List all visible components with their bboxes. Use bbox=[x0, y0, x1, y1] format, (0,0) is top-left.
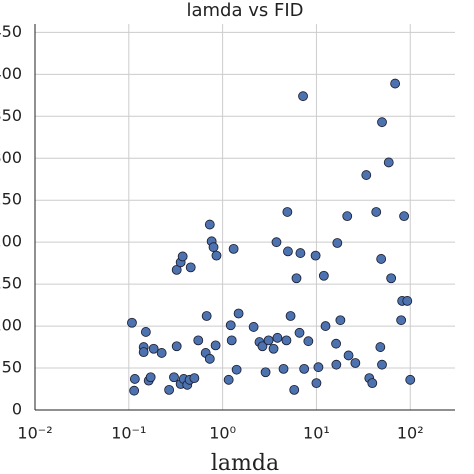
scatter-point bbox=[225, 320, 236, 331]
scatter-point bbox=[278, 363, 289, 374]
y-tick-label: 450 bbox=[0, 22, 22, 41]
scatter-point bbox=[140, 327, 151, 337]
scatter-point bbox=[318, 270, 329, 281]
scatter-point bbox=[129, 374, 140, 384]
scatter-point bbox=[282, 207, 293, 217]
scatter-point bbox=[367, 378, 378, 389]
x-tick-label: 10⁻¹ bbox=[111, 424, 146, 443]
scatter-point bbox=[208, 242, 219, 253]
scatter-point bbox=[402, 296, 413, 306]
scatter-point bbox=[371, 207, 382, 217]
scatter-point bbox=[201, 311, 212, 321]
x-axis-label: lamda bbox=[211, 451, 279, 474]
y-tick-label: 350 bbox=[0, 106, 22, 125]
scatter-point bbox=[204, 353, 215, 364]
scatter-point bbox=[231, 364, 242, 375]
scatter-point bbox=[377, 117, 387, 128]
y-tick-label: 200 bbox=[0, 232, 22, 251]
scatter-point bbox=[223, 374, 234, 385]
scatter-point bbox=[260, 367, 271, 378]
scatter-point bbox=[189, 373, 200, 384]
scatter-point bbox=[303, 336, 314, 347]
x-tick-label: 10⁰ bbox=[209, 424, 236, 443]
scatter-point bbox=[386, 273, 397, 284]
scatter-point bbox=[185, 262, 196, 273]
scatter-point bbox=[377, 359, 387, 370]
scatter-point bbox=[375, 342, 386, 352]
scatter-point bbox=[233, 308, 244, 319]
y-tick-label: 50 bbox=[2, 358, 22, 377]
scatter-point bbox=[399, 211, 409, 222]
scatter-point bbox=[127, 317, 137, 328]
y-tick-label: 400 bbox=[0, 64, 22, 83]
scatter-point bbox=[383, 157, 394, 168]
y-tick-label: 0 bbox=[12, 400, 22, 419]
scatter-point bbox=[299, 363, 310, 374]
scatter-point bbox=[310, 250, 321, 261]
scatter-point bbox=[177, 251, 188, 262]
scatter-point bbox=[390, 78, 401, 89]
y-tick-label: 150 bbox=[0, 274, 22, 293]
scatter-point bbox=[311, 378, 322, 389]
scatter-point bbox=[169, 372, 179, 383]
scatter-point bbox=[272, 332, 283, 343]
scatter-point bbox=[376, 254, 387, 264]
scatter-point bbox=[226, 335, 237, 346]
chart-title: lamda vs FID bbox=[186, 0, 303, 21]
scatter-point bbox=[331, 338, 341, 349]
scatter-point bbox=[396, 315, 407, 326]
scatter-point bbox=[295, 248, 306, 258]
scatter-point bbox=[361, 170, 372, 180]
scatter-point bbox=[210, 340, 221, 351]
x-tick-label: 10² bbox=[397, 424, 424, 443]
x-tick-label: 10⁻² bbox=[17, 424, 52, 443]
y-tick-label: 100 bbox=[0, 316, 22, 335]
x-tick-label: 10¹ bbox=[303, 424, 330, 443]
scatter-point bbox=[331, 359, 342, 370]
scatter-point bbox=[257, 341, 268, 352]
scatter-point bbox=[313, 362, 324, 373]
scatter-point bbox=[193, 335, 204, 346]
scatter-point bbox=[281, 335, 292, 346]
scatter-point bbox=[350, 358, 361, 368]
scatter-point bbox=[332, 238, 343, 248]
scatter-point bbox=[145, 372, 156, 383]
scatter-point bbox=[148, 343, 159, 354]
scatter-point bbox=[228, 243, 239, 254]
scatter-point bbox=[335, 315, 346, 326]
scatter-point bbox=[263, 335, 274, 346]
scatter-point bbox=[204, 219, 215, 230]
scatter-point bbox=[164, 384, 175, 395]
scatter-point bbox=[343, 350, 354, 361]
scatter-point bbox=[248, 322, 259, 332]
scatter-point bbox=[320, 321, 331, 331]
scatter-point bbox=[298, 91, 308, 102]
scatter-point bbox=[289, 384, 300, 395]
scatter-point bbox=[285, 311, 296, 321]
scatter-point bbox=[283, 246, 293, 257]
scatter-point bbox=[342, 211, 353, 222]
scatter-point bbox=[138, 347, 149, 358]
scatter-point bbox=[291, 273, 302, 284]
scatter-point bbox=[129, 385, 140, 396]
scatter-point bbox=[294, 327, 305, 338]
scatter-point bbox=[268, 343, 279, 354]
scatter-point bbox=[211, 250, 222, 261]
scatter-point bbox=[171, 264, 182, 275]
scatter-point bbox=[405, 374, 416, 385]
scatter-point bbox=[271, 237, 282, 248]
scatter-point bbox=[171, 341, 182, 352]
y-tick-label: 250 bbox=[0, 190, 22, 209]
y-tick-label: 300 bbox=[0, 148, 22, 167]
scatter-point bbox=[156, 348, 167, 358]
